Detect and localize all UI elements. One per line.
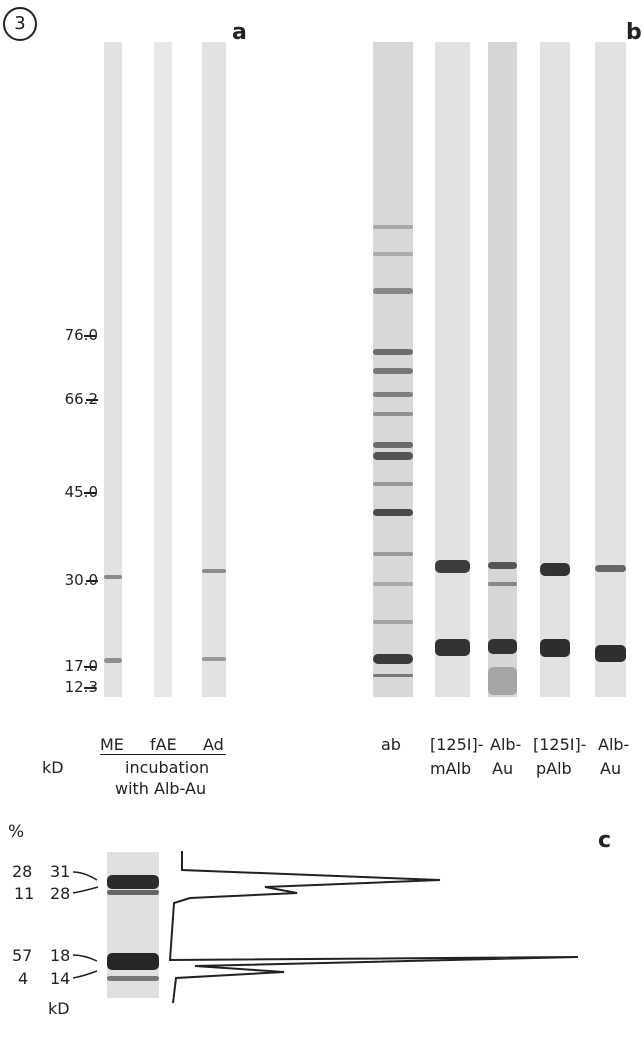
- gel-band: [488, 582, 517, 586]
- lane-label-line1: Alb-: [598, 735, 630, 754]
- gel-band: [373, 482, 413, 486]
- lane-label-line1: Alb-: [490, 735, 522, 754]
- gel-band: [373, 620, 413, 624]
- mw-marker: 12.3: [64, 678, 98, 696]
- gel-band: [373, 412, 413, 416]
- gel-lane-alb-au-1: [488, 42, 517, 697]
- gel-lane-125i-malb: [435, 42, 470, 697]
- gel-band: [373, 582, 413, 586]
- gel-strip-c: [107, 852, 159, 998]
- caption-line-1: incubation: [125, 758, 210, 777]
- panel-b-letter: b: [626, 20, 642, 45]
- gel-band: [373, 452, 413, 460]
- caption-line-2: with Alb-Au: [115, 779, 207, 798]
- gel-band: [373, 442, 413, 448]
- panel-c-letter: c: [598, 828, 612, 853]
- lane-label-line1: [125I]-: [533, 735, 587, 754]
- gel-band: [202, 657, 226, 661]
- mw-tick: [86, 399, 98, 401]
- gel-band: [373, 288, 413, 294]
- mw-tick: [84, 687, 96, 689]
- lane-label-line2: mAlb: [430, 759, 472, 778]
- gel-lane-ab: [373, 42, 413, 697]
- mw-marker: 66.2: [64, 390, 98, 408]
- gel-band: [540, 639, 570, 657]
- lane-label-me: ME: [100, 735, 124, 754]
- mw-marker: 45.0: [64, 483, 98, 501]
- gel-band: [373, 349, 413, 355]
- marker-tick: [72, 886, 99, 894]
- unit-label: kD: [42, 758, 64, 777]
- gel-band: [107, 890, 159, 895]
- gel-lane-125i-palb: [540, 42, 570, 697]
- mw-tick: [84, 492, 96, 494]
- gel-band: [435, 639, 470, 656]
- gel-band: [488, 639, 517, 654]
- lane-label-line2: Au: [492, 759, 514, 778]
- gel-band: [595, 645, 626, 662]
- lane-label-fae: fAE: [150, 735, 177, 754]
- marker-tick: [72, 871, 98, 881]
- mw-tick: [86, 580, 98, 582]
- gel-band: [595, 565, 626, 572]
- gel-band: [373, 225, 413, 229]
- percent-value: 57: [12, 946, 33, 965]
- mw-marker: 28: [50, 884, 71, 903]
- lane-label-line2: Au: [600, 759, 622, 778]
- gel-lane-me: [104, 42, 122, 697]
- gel-band: [202, 569, 226, 573]
- mw-marker: 31: [50, 862, 71, 881]
- gel-lane-ad: [202, 42, 226, 697]
- percent-value: 4: [18, 969, 29, 988]
- gel-lane-fae: [154, 42, 172, 697]
- gel-band: [107, 875, 159, 889]
- gel-band: [373, 552, 413, 556]
- gel-lane-alb-au-2: [595, 42, 626, 697]
- figure-number: 3: [3, 7, 37, 41]
- gel-band: [107, 953, 159, 970]
- mw-marker: 14: [50, 969, 71, 988]
- gel-band: [373, 252, 413, 256]
- gel-band: [373, 654, 413, 664]
- gel-band: [435, 560, 470, 573]
- gel-band: [107, 976, 159, 981]
- mw-marker: 30.0: [64, 571, 98, 589]
- lane-label-line1: [125I]-: [430, 735, 484, 754]
- gel-band: [488, 667, 517, 695]
- densitometry-trace: [168, 851, 579, 1004]
- percent-header: %: [8, 822, 25, 842]
- percent-value: 28: [12, 862, 33, 881]
- gel-band: [373, 392, 413, 397]
- mw-marker: 76.0: [64, 326, 98, 344]
- lane-label-ad: Ad: [203, 735, 224, 754]
- gel-band: [488, 562, 517, 569]
- unit-label: kD: [48, 999, 70, 1018]
- gel-band: [540, 563, 570, 576]
- lane-label-ab: ab: [381, 735, 401, 754]
- marker-tick: [72, 954, 98, 962]
- mw-marker: 18: [50, 946, 71, 965]
- marker-tick: [72, 970, 98, 979]
- gel-band: [104, 658, 122, 663]
- percent-value: 11: [14, 884, 35, 903]
- caption-underline: [100, 754, 226, 755]
- mw-tick: [84, 666, 96, 668]
- mw-marker: 17.0: [64, 657, 98, 675]
- gel-band: [373, 674, 413, 677]
- gel-band: [373, 509, 413, 516]
- gel-band: [104, 575, 122, 579]
- gel-band: [373, 368, 413, 374]
- lane-label-line2: pAlb: [536, 759, 572, 778]
- mw-tick: [84, 335, 96, 337]
- panel-a-letter: a: [232, 20, 247, 45]
